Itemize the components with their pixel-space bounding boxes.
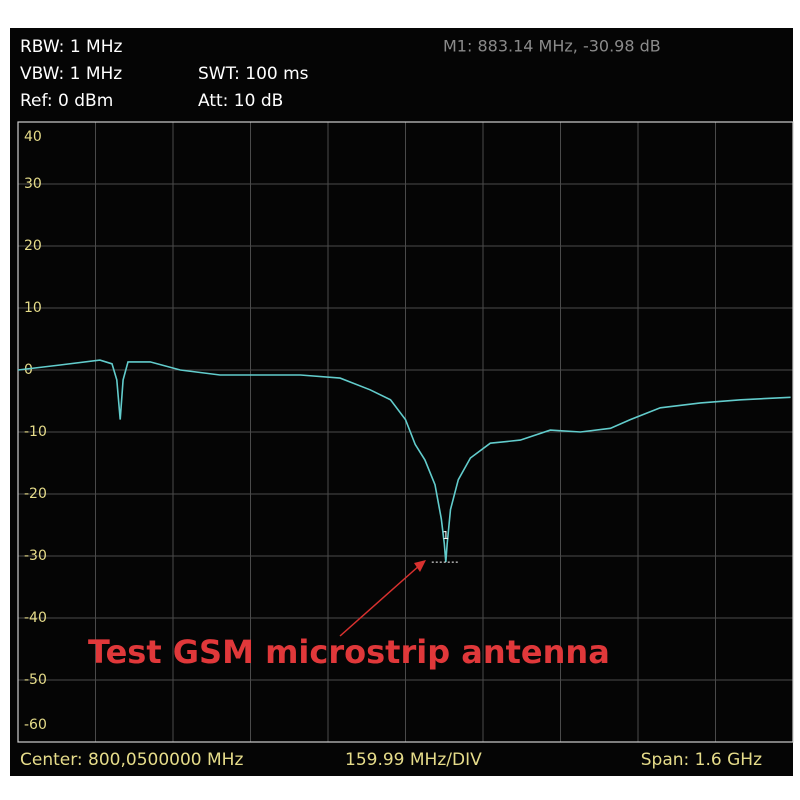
- div-scale: 159.99 MHz/DIV: [345, 750, 482, 770]
- screen-panel: [10, 28, 793, 776]
- marker-label: 1: [442, 529, 449, 542]
- y-tick-label: -30: [24, 548, 47, 564]
- annotation: Test GSM microstrip antenna: [88, 633, 610, 671]
- marker-readout: M1: 883.14 MHz, -30.98 dB: [443, 37, 661, 56]
- trace: [17, 359, 791, 563]
- span: Span: 1.6 GHz: [641, 750, 762, 770]
- plot-border: [17, 121, 794, 743]
- vbw: VBW: 1 MHz: [20, 64, 122, 84]
- swt: SWT: 100 ms: [198, 64, 309, 84]
- y-tick-label: -50: [24, 672, 47, 688]
- ref: Ref: 0 dBm: [20, 91, 113, 111]
- annotation-arrow: [339, 564, 421, 637]
- y-tick-label: -10: [24, 424, 47, 440]
- center-freq: Center: 800,0500000 MHz: [20, 750, 243, 770]
- y-tick-label: -40: [24, 610, 47, 626]
- y-tick-label: 30: [24, 176, 42, 192]
- y-tick-label: 20: [24, 238, 42, 254]
- y-tick-label: 40: [24, 129, 42, 145]
- att: Att: 10 dB: [198, 91, 283, 111]
- y-tick-label: 10: [24, 300, 42, 316]
- y-tick-label: 0: [24, 362, 33, 378]
- y-tick-label: -20: [24, 486, 47, 502]
- annotation-arrowhead: [414, 560, 426, 572]
- rbw: RBW: 1 MHz: [20, 37, 122, 57]
- y-tick-label: -60: [24, 717, 47, 733]
